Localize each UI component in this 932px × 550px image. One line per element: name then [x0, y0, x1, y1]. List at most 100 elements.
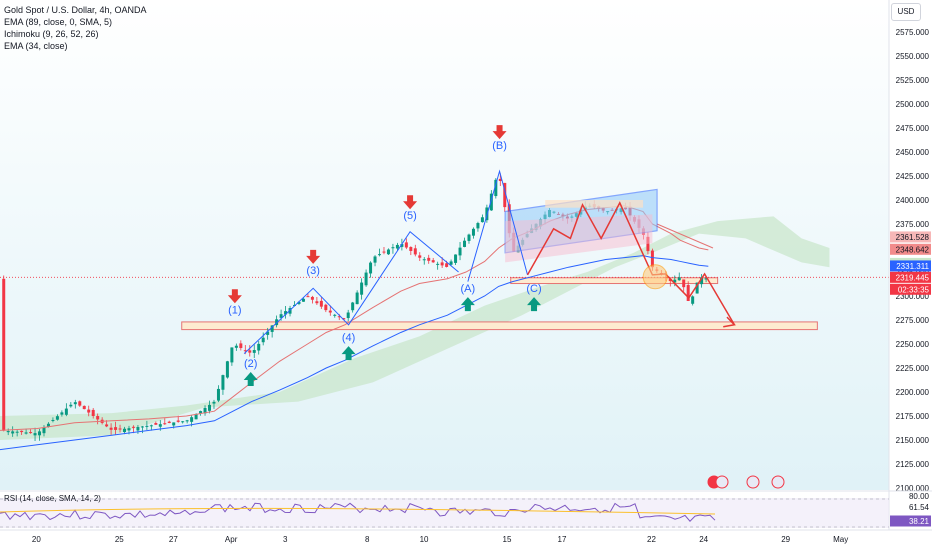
price-tick-label: 2450.000	[896, 148, 930, 157]
time-tick-label: May	[833, 535, 848, 544]
candle-body	[185, 420, 189, 422]
wave-label: (5)	[403, 210, 416, 222]
candle-body	[360, 282, 364, 295]
indicator-ema34[interactable]: EMA (34, close)	[4, 41, 68, 51]
price-tick-label: 2375.000	[896, 220, 930, 229]
price-tag: 2348.642	[890, 243, 931, 255]
candle-body	[677, 277, 681, 281]
candle-body	[315, 301, 319, 304]
down-arrow-icon	[492, 125, 507, 140]
candle-body	[275, 319, 279, 326]
candle-body	[239, 343, 243, 349]
price-tag-bg	[890, 243, 931, 255]
price-tick-label: 2200.000	[896, 388, 930, 397]
wave-a: (A)	[461, 283, 475, 312]
candle-body	[284, 311, 288, 315]
candle-body	[378, 254, 382, 256]
candle-body	[154, 423, 158, 425]
candle-body	[418, 255, 422, 258]
wave-2: (2)	[243, 358, 258, 387]
price-tag: 2361.528	[890, 231, 931, 243]
price-tick-label: 2575.000	[896, 28, 930, 37]
wave-label: (1)	[228, 304, 241, 316]
candle-body	[463, 240, 467, 247]
currency-button[interactable]: USD	[891, 3, 921, 21]
candle-body	[29, 432, 33, 434]
wave-1: (1)	[227, 289, 242, 316]
candle-body	[252, 350, 256, 353]
candle-body	[337, 316, 341, 318]
candle-body	[700, 277, 704, 285]
drawings	[243, 169, 736, 354]
candle-body	[118, 428, 122, 430]
candle-body	[145, 425, 149, 427]
time-axis[interactable]: 20 25 27 Apr 3 8 10 15 17 22 24 29 May	[0, 529, 932, 550]
symbol-title[interactable]: Gold Spot / U.S. Dollar, 4h, OANDA	[4, 5, 147, 15]
candle-body	[682, 279, 686, 288]
wave-label: (3)	[306, 265, 319, 277]
projection-arrowhead	[723, 316, 736, 328]
candle-body	[409, 247, 413, 251]
breakout-circle	[642, 264, 668, 290]
time-tick-label: 20	[32, 535, 41, 544]
time-tick-label: 22	[647, 535, 656, 544]
price-tag-bg	[890, 283, 931, 295]
price-tick-label: 2525.000	[896, 76, 930, 85]
candle-body	[480, 217, 484, 223]
candle-body	[158, 424, 162, 427]
candle-body	[91, 409, 95, 416]
down-arrow-icon	[227, 289, 242, 304]
candle-body	[248, 350, 252, 353]
candle-body	[400, 244, 404, 247]
candle-body	[266, 331, 270, 335]
candle-body	[131, 426, 135, 428]
candle-body	[333, 314, 337, 316]
candle-body	[203, 408, 207, 414]
economic-event-icon	[771, 475, 785, 489]
candle-body	[69, 404, 73, 407]
price-tick-label: 2225.000	[896, 364, 930, 373]
price-tag-label: 2348.642	[896, 245, 930, 254]
candle-body	[64, 408, 68, 415]
impulse-wave-line	[243, 230, 459, 354]
candle-body	[190, 417, 194, 422]
candle-body	[427, 257, 431, 261]
candle-body	[55, 416, 59, 420]
candle-body	[216, 388, 220, 401]
candle-body	[391, 247, 395, 249]
wave-label: (4)	[342, 332, 355, 344]
price-tick-label: 2100.000	[896, 484, 930, 493]
price-tag-label: 2361.528	[896, 233, 930, 242]
candle-body	[673, 279, 677, 283]
candle-body	[51, 419, 55, 421]
rsi-band	[0, 498, 889, 528]
rsi-legend[interactable]: RSI (14, close, SMA, 14, 2)	[4, 494, 101, 503]
indicator-ema89[interactable]: EMA (89, close, 0, SMA, 5)	[4, 17, 113, 27]
candle-body	[413, 248, 417, 255]
candle-body	[646, 236, 650, 252]
candle-body	[109, 427, 113, 430]
support-zone-lower	[181, 321, 818, 331]
price-tag-bg	[890, 231, 931, 243]
support-zone-upper	[510, 277, 719, 285]
channel-top-box	[545, 200, 644, 208]
indicator-ichimoku[interactable]: Ichimoku (9, 26, 52, 26)	[4, 29, 99, 39]
price-tick-label: 2175.000	[896, 412, 930, 421]
candle-body	[24, 432, 28, 434]
candle-body	[6, 431, 10, 433]
price-tick-label: 2500.000	[896, 100, 930, 109]
candle-body	[199, 411, 203, 414]
time-tick-label: 10	[420, 535, 429, 544]
rsi-pane[interactable]: 80.00 61.54 38.21	[0, 490, 932, 528]
candle-body	[46, 423, 50, 427]
candle-body	[78, 401, 82, 406]
price-axis[interactable]: 2575.000 2550.000 2525.000 2500.000 2475.000…	[888, 0, 932, 550]
candle-body	[11, 431, 15, 434]
candle-body	[440, 262, 444, 266]
candle-body	[355, 292, 359, 305]
economic-event-icon	[746, 475, 760, 489]
price-tick-label: 2550.000	[896, 52, 930, 61]
candle-body	[301, 298, 305, 302]
candle-body	[328, 310, 332, 313]
